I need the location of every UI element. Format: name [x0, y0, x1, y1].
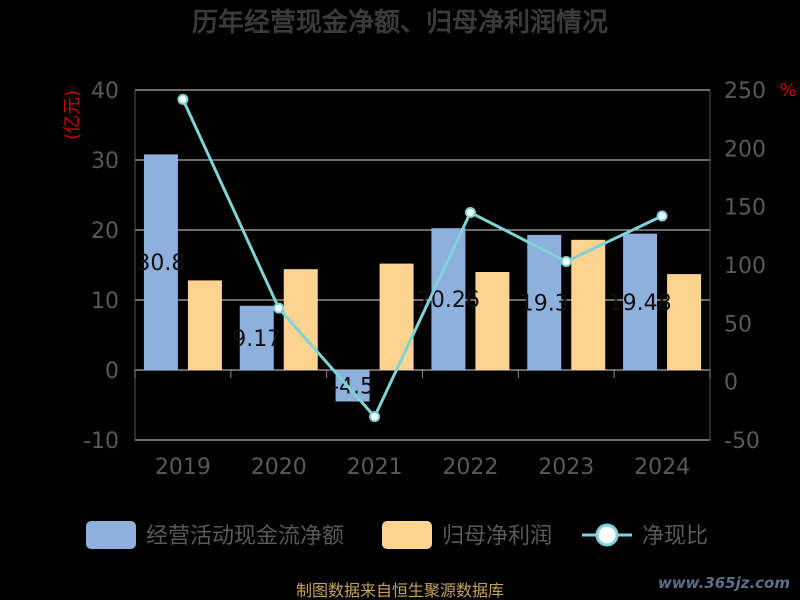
bar	[239, 305, 274, 370]
bar-data-label: 19.48	[609, 291, 672, 316]
left-axis-unit: (亿元)	[62, 90, 83, 140]
x-tick-label: 2024	[634, 455, 690, 480]
source-note: 制图数据来自恒生聚源数据库	[296, 581, 504, 600]
ratio-polyline	[181, 98, 663, 420]
legend-swatch-cashflow	[86, 521, 136, 549]
bars	[143, 154, 702, 402]
x-tick-label: 2019	[155, 455, 211, 480]
right-tick-label: 150	[724, 196, 766, 221]
watermark: www.365jz.com	[658, 574, 790, 592]
ratio-point	[369, 411, 381, 423]
legend-label-ratio: 净现比	[642, 524, 708, 549]
bar	[335, 370, 370, 402]
bar-data-label: 9.17	[232, 327, 281, 352]
bar-data-label: 30.8	[136, 251, 185, 276]
left-tick-label: 30	[91, 149, 119, 174]
ratio-point	[177, 93, 189, 105]
left-tick-label: 10	[91, 289, 119, 314]
legend: 经营活动现金流净额 归母净利润 净现比	[86, 521, 708, 549]
ratio-point	[273, 302, 285, 314]
ratio-point	[656, 210, 668, 222]
right-tick-label: 0	[724, 371, 738, 396]
right-axis-unit: %	[779, 80, 796, 101]
bar	[143, 154, 178, 370]
left-tick-label: -10	[83, 429, 119, 454]
bar-data-label: 19.3	[520, 291, 569, 316]
right-tick-label: 100	[724, 254, 766, 279]
bar	[667, 274, 702, 370]
left-tick-label: 40	[91, 79, 119, 104]
bar-data-label: -4.5	[331, 375, 374, 400]
left-tick-label: 20	[91, 219, 119, 244]
x-tick-label: 2022	[442, 455, 498, 480]
ratio-line	[177, 93, 668, 423]
legend-swatch-ratio-point	[595, 523, 619, 547]
ratio-point	[560, 256, 572, 267]
chart-title: 历年经营现金净额、归母净利润情况	[192, 7, 608, 38]
bar	[571, 239, 606, 370]
right-tick-label: 200	[724, 137, 766, 162]
bar	[379, 263, 414, 370]
bar	[187, 280, 222, 370]
bar	[623, 233, 658, 370]
bar-labels: 30.89.17-4.520.26 19.3 19.48	[136, 251, 671, 399]
x-tick-label: 2023	[538, 455, 594, 480]
bar	[431, 228, 466, 370]
legend-label-profit: 归母净利润	[442, 524, 552, 549]
x-tick-label: 2020	[251, 455, 307, 480]
right-tick-label: 50	[724, 312, 752, 337]
right-tick-label: -50	[724, 429, 760, 454]
ratio-point	[464, 207, 476, 218]
left-tick-label: 0	[105, 359, 119, 384]
right-tick-label: 250	[724, 79, 766, 104]
legend-swatch-profit	[382, 521, 432, 549]
x-tick-label: 2021	[347, 455, 403, 480]
bar	[475, 272, 510, 370]
legend-label-cashflow: 经营活动现金流净额	[146, 524, 344, 549]
